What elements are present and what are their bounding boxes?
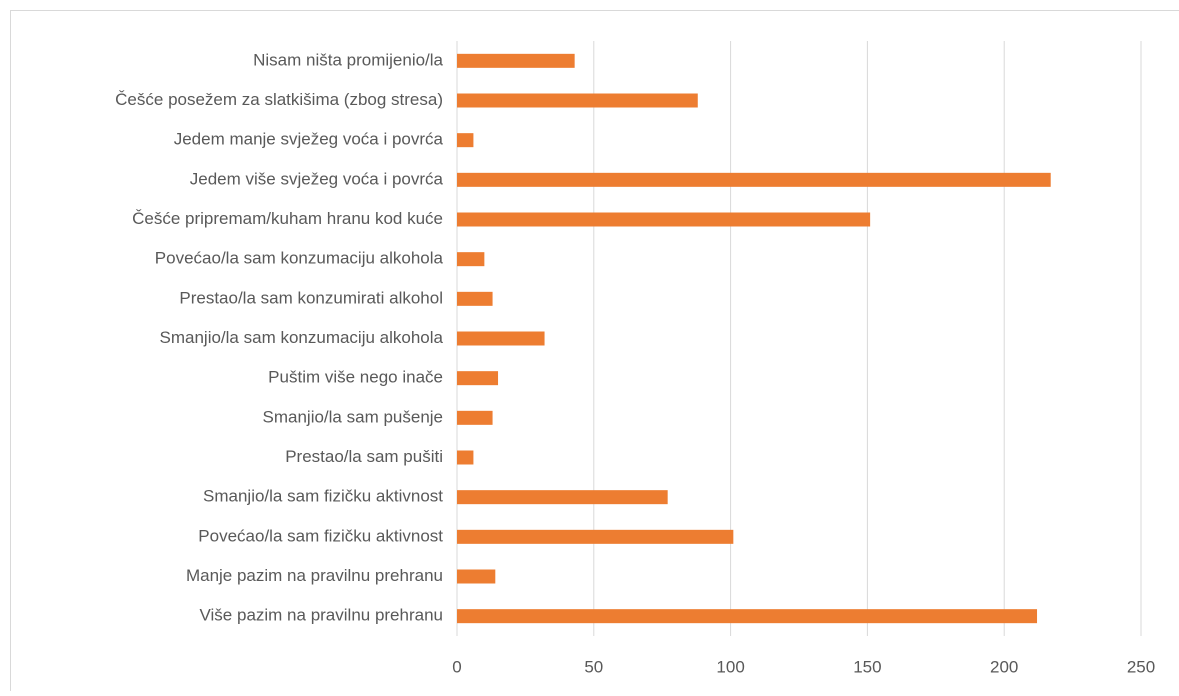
y-tick-label: Smanjio/la sam konzumaciju alkohola <box>160 328 444 347</box>
y-tick-label: Smanjio/la sam pušenje <box>263 407 443 426</box>
y-tick-label: Češće pripremam/kuham hranu kod kuće <box>132 209 443 228</box>
y-tick-label: Povećao/la sam konzumaciju alkohola <box>155 249 444 268</box>
bar <box>457 133 473 147</box>
x-tick-label: 50 <box>584 657 603 676</box>
x-tick-label: 250 <box>1127 657 1155 676</box>
y-tick-label: Puštim više nego inače <box>268 368 443 387</box>
bar <box>457 292 493 306</box>
y-tick-label: Smanjio/la sam fizičku aktivnost <box>203 487 443 506</box>
y-tick-label: Povećao/la sam fizičku aktivnost <box>198 526 443 545</box>
y-tick-label: Manje pazim na pravilnu prehranu <box>186 566 443 585</box>
bar <box>457 411 493 425</box>
y-tick-label: Jedem manje svježeg voća i povrća <box>174 130 444 149</box>
bar <box>457 609 1037 623</box>
bar <box>457 332 545 346</box>
bar <box>457 94 698 108</box>
bar <box>457 173 1051 187</box>
y-tick-label: Jedem više svježeg voća i povrća <box>190 169 444 188</box>
bar <box>457 252 484 266</box>
bar <box>457 451 473 465</box>
bar <box>457 371 498 385</box>
bar <box>457 530 733 544</box>
x-tick-label: 0 <box>452 657 461 676</box>
bar <box>457 570 495 584</box>
x-tick-label: 200 <box>990 657 1018 676</box>
y-tick-label: Više pazim na pravilnu prehranu <box>200 606 444 625</box>
y-tick-label: Prestao/la sam konzumirati alkohol <box>179 288 443 307</box>
y-tick-label: Češće posežem za slatkišima (zbog stresa… <box>115 90 443 109</box>
bar <box>457 490 668 504</box>
y-tick-label: Nisam ništa promijenio/la <box>253 50 443 69</box>
bar <box>457 54 575 68</box>
x-tick-label: 100 <box>716 657 744 676</box>
x-tick-label: 150 <box>853 657 881 676</box>
y-tick-label: Prestao/la sam pušiti <box>285 447 443 466</box>
bar <box>457 213 870 227</box>
